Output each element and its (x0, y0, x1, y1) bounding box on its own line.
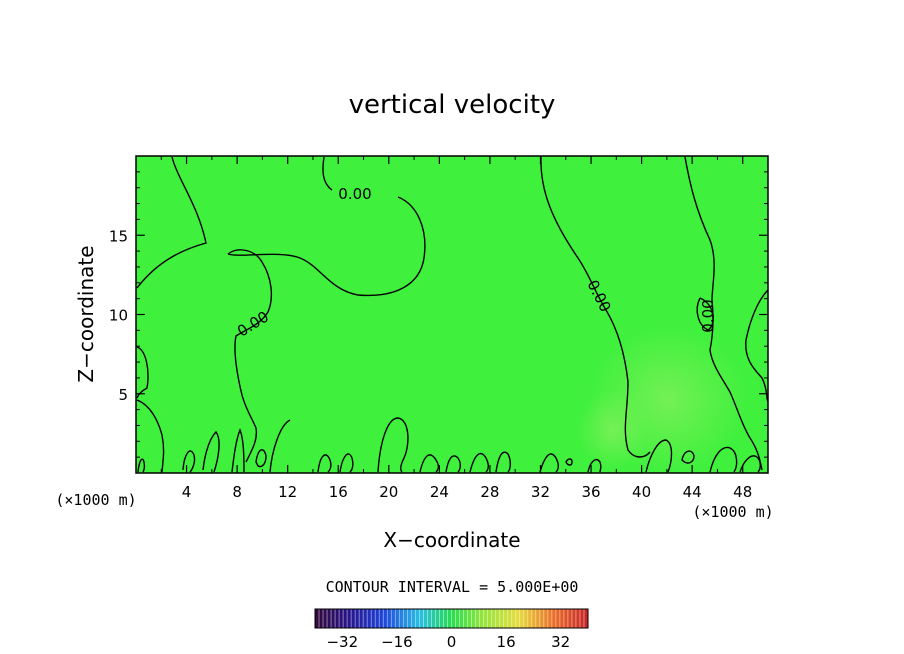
y-tick-label: 5 (118, 386, 128, 404)
x-axis-label: X−coordinate (383, 528, 520, 552)
x-tick-label: 44 (683, 483, 702, 501)
colorbar-tick-label: 0 (447, 633, 457, 651)
x-unit-left: (×1000 m) (55, 491, 136, 509)
y-axis-label: Z−coordinate (74, 245, 98, 382)
positive-velocity-region-small (577, 390, 647, 470)
contour-label-top: 0.00 (338, 185, 371, 203)
x-unit-right: (×1000 m) (692, 503, 773, 521)
contour-interval-text: CONTOUR INTERVAL = 5.000E+00 (326, 578, 579, 596)
colorbar-tick-label: −16 (381, 633, 413, 651)
x-tick-label: 32 (531, 483, 550, 501)
x-tick-label: 4 (182, 483, 192, 501)
y-tick-label: 10 (109, 307, 128, 325)
x-tick-label: 28 (480, 483, 499, 501)
velocity-field: 0.00 0.00 0.00 0.00 (136, 156, 768, 475)
colorbar-tick-label: −32 (326, 633, 358, 651)
colorbar (315, 609, 588, 628)
contour-label-far-right: 0.00 (699, 299, 717, 332)
x-tick-label: 24 (430, 483, 449, 501)
x-tick-label: 12 (278, 483, 297, 501)
colorbar-ticks: −32 −16 0 16 32 (326, 633, 570, 651)
x-tick-label: 40 (632, 483, 651, 501)
y-tick-label: 15 (109, 227, 128, 245)
x-tick-label: 16 (329, 483, 348, 501)
colorbar-tick-label: 16 (497, 633, 516, 651)
colorbar-tick-label: 32 (551, 633, 570, 651)
x-tick-label: 20 (379, 483, 398, 501)
x-tick-label: 36 (581, 483, 600, 501)
x-tick-label: 48 (733, 483, 752, 501)
x-tick-label: 8 (232, 483, 242, 501)
chart-title: vertical velocity (349, 90, 556, 120)
